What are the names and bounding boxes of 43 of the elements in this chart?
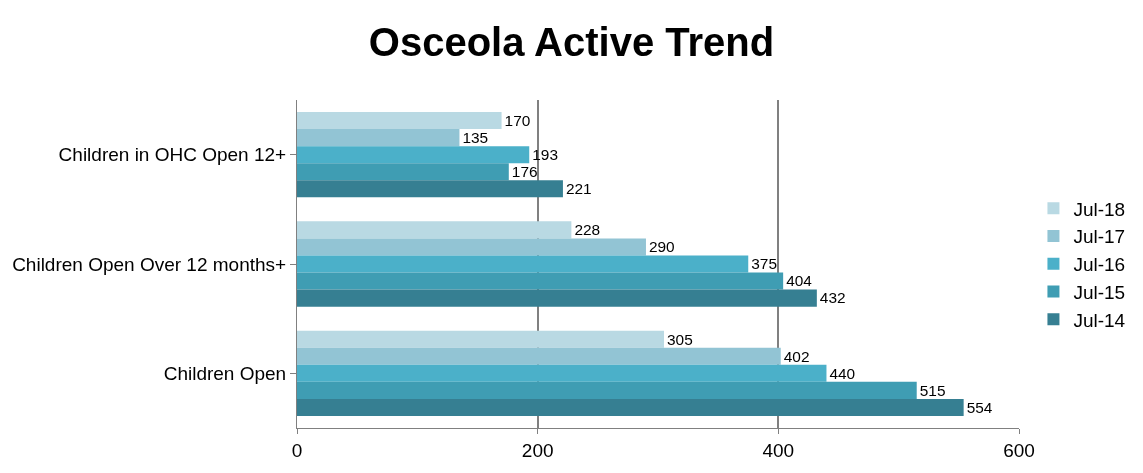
legend-label: Jul-14 (1073, 309, 1126, 331)
bar (297, 347, 781, 365)
data-label: 375 (751, 255, 777, 273)
data-label: 290 (648, 238, 675, 256)
bar (297, 381, 917, 399)
data-label: 221 (565, 180, 592, 198)
bar (297, 221, 572, 239)
legend-label: Jul-15 (1073, 281, 1126, 303)
bar (297, 163, 509, 181)
legend-label: Jul-16 (1073, 254, 1126, 276)
bar (297, 146, 530, 164)
x-tick-label: 0 (291, 439, 303, 461)
data-label: 515 (919, 381, 946, 399)
data-label: 402 (783, 347, 810, 365)
chart-title: Osceola Active Trend (368, 20, 775, 65)
y-tick-label: Children in OHC Open 12+ (58, 144, 287, 166)
data-label: 228 (574, 221, 601, 239)
data-label: 440 (829, 364, 856, 382)
data-label: 432 (819, 289, 846, 307)
y-tick-label: Children Open Over 12 months+ (12, 253, 287, 275)
data-label: 135 (462, 128, 489, 146)
bar (297, 289, 817, 307)
bar (297, 272, 784, 290)
bar (297, 398, 964, 416)
bar (297, 129, 460, 147)
x-tick-label: 600 (1003, 439, 1035, 461)
bar (297, 180, 563, 198)
x-tick-label: 200 (521, 439, 554, 461)
data-label: 176 (511, 163, 538, 180)
bar (297, 330, 665, 348)
data-label: 305 (667, 330, 693, 348)
bar (297, 112, 502, 130)
data-label: 193 (532, 145, 558, 163)
data-label: 170 (504, 111, 531, 129)
legend-label: Jul-17 (1073, 226, 1126, 248)
bar (297, 238, 646, 256)
data-label: 554 (966, 398, 993, 416)
legend-label: Jul-18 (1073, 198, 1126, 220)
bar (297, 255, 749, 273)
y-tick-label: Children Open (163, 362, 287, 384)
data-label: 404 (786, 272, 813, 290)
x-tick-label: 400 (762, 439, 795, 461)
bar (297, 364, 827, 382)
